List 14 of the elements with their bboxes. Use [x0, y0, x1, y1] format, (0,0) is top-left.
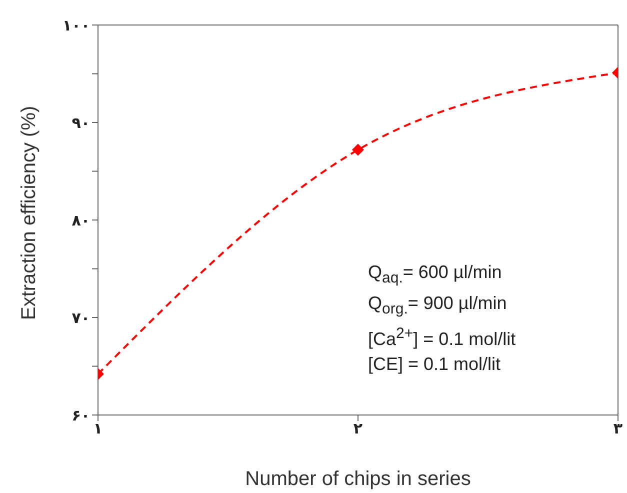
x-tick-label: ۲ [353, 420, 363, 438]
y-tick-label: ۷۰ [72, 308, 90, 327]
annotation: [CE] = 0.1 mol/lit [368, 353, 502, 376]
x-tick-label: ۱ [93, 420, 103, 438]
y-tick-label: ۸۰ [72, 211, 90, 230]
annotation: Q$_{org.}$= 900 µl/min [368, 292, 508, 320]
y-tick-label: ۱۰۰ [62, 16, 90, 34]
y-axis-title: Extraction efficiency (%) [18, 106, 40, 320]
annotation: [Ca$^{2+}$] = 0.1 mol/lit [368, 324, 516, 352]
x-tick-label: ۳ [613, 420, 623, 438]
x-axis-title: Number of chips in series [245, 468, 471, 490]
y-tick-label: ۶۰ [72, 406, 90, 424]
annotation: Q$_{aq.}$= 600 µl/min [368, 261, 503, 289]
y-tick-label: ۹۰ [72, 114, 90, 132]
